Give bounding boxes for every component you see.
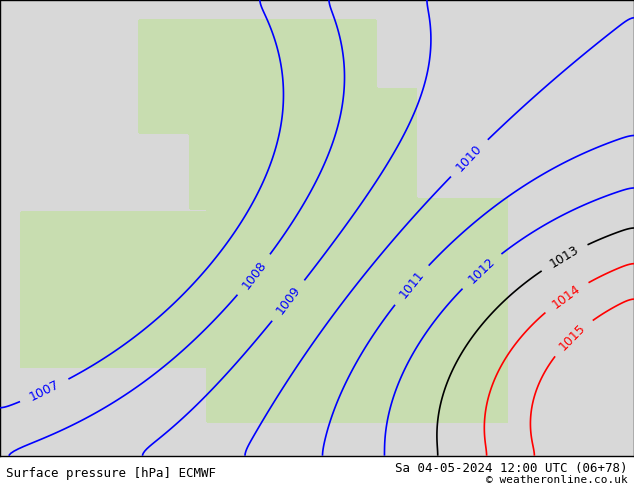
Text: 1011: 1011 [396, 269, 426, 301]
Text: 1013: 1013 [547, 243, 581, 271]
Text: © weatheronline.co.uk: © weatheronline.co.uk [486, 475, 628, 485]
Text: 1012: 1012 [465, 255, 497, 286]
Text: 1009: 1009 [274, 284, 303, 317]
Text: 1008: 1008 [239, 258, 269, 292]
Text: 1015: 1015 [557, 321, 588, 353]
Text: 1014: 1014 [550, 282, 583, 311]
Text: Surface pressure [hPa] ECMWF: Surface pressure [hPa] ECMWF [6, 467, 216, 480]
Text: 1010: 1010 [453, 142, 485, 174]
Text: Sa 04-05-2024 12:00 UTC (06+78): Sa 04-05-2024 12:00 UTC (06+78) [395, 462, 628, 475]
Text: 1007: 1007 [27, 378, 61, 404]
